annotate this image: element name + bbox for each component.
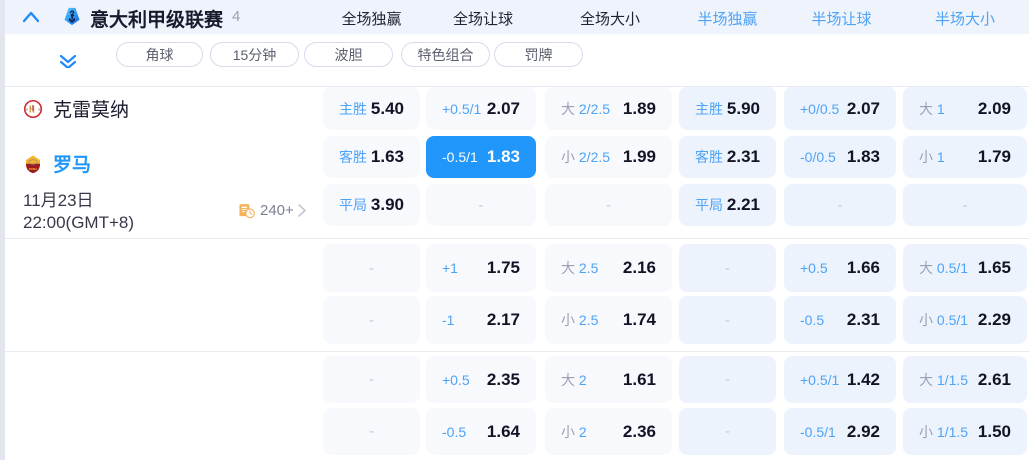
svg-text:ROMA: ROMA: [29, 167, 37, 171]
